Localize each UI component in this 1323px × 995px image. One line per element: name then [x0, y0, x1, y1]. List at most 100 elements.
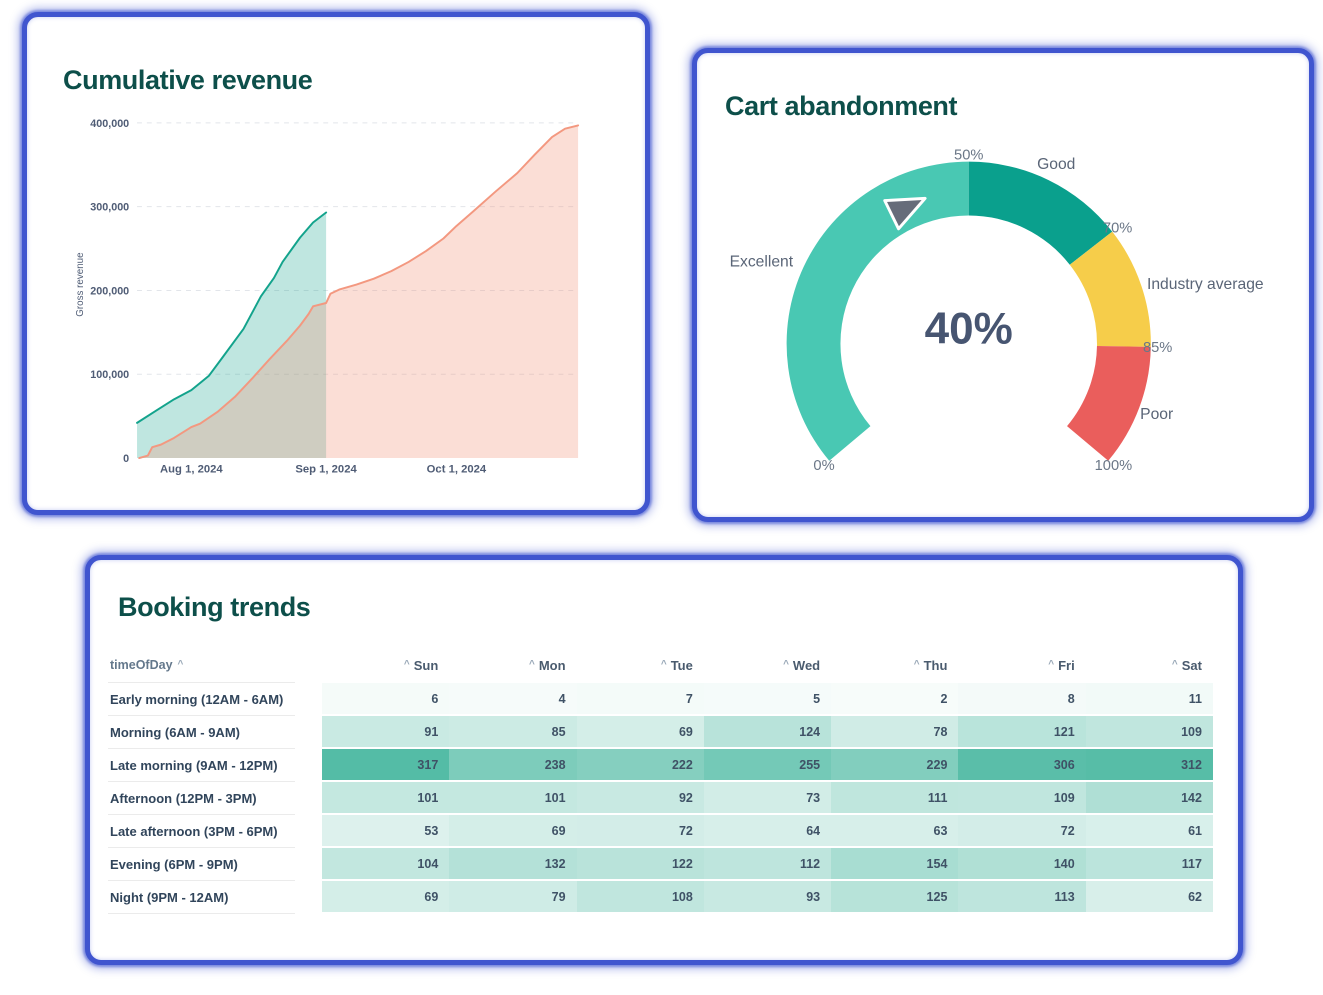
column-header-sun[interactable]: ^ Sun — [322, 648, 449, 683]
heatmap-cell: 229 — [831, 749, 959, 782]
booking-trends-card: Booking trends timeOfDay ^ ^ Sun ^ Mon ^ Tue ^ We… — [85, 555, 1243, 965]
y-axis-tick-label: 100,000 — [90, 369, 129, 381]
heatmap-cell: 317 — [322, 749, 450, 782]
heatmap-cell: 62 — [1085, 881, 1213, 914]
gauge-segment-label: Industry average — [1147, 276, 1264, 293]
x-axis-tick-label: Aug 1, 2024 — [160, 464, 223, 476]
heatmap-cell: 61 — [1085, 815, 1213, 848]
gauge-tick-label: 70% — [1103, 220, 1132, 236]
table-gap — [295, 716, 322, 749]
table-row: Night (9PM - 12AM) 69 79 108 93 125 113 62 — [108, 881, 1213, 914]
x-axis-tick-label: Sep 1, 2024 — [295, 464, 357, 476]
gauge-tick-label: 100% — [1095, 458, 1133, 474]
heatmap-cell: 72 — [576, 815, 704, 848]
chevron-up-icon: ^ — [403, 659, 410, 670]
booking-trends-table: timeOfDay ^ ^ Sun ^ Mon ^ Tue ^ Wed ^ Thu ^ Fri ^ Sat Ea… — [108, 648, 1213, 914]
gauge-segment-label: Good — [1037, 156, 1075, 173]
heatmap-cell: 117 — [1085, 848, 1213, 881]
y-axis-tick-label: 0 — [123, 453, 129, 465]
heatmap-cell: 11 — [1085, 683, 1213, 716]
column-header-label: Sat — [1181, 658, 1202, 673]
heatmap-cell: 5 — [703, 683, 832, 716]
gauge-needle-icon — [883, 196, 927, 231]
heatmap-cell: 222 — [576, 749, 704, 782]
heatmap-cell: 6 — [322, 683, 450, 716]
gauge-tick-label: 50% — [954, 148, 983, 164]
row-label: Afternoon (12PM - 3PM) — [108, 782, 295, 815]
column-header-timeofday[interactable]: timeOfDay ^ — [108, 648, 295, 683]
heatmap-cell: 255 — [703, 749, 832, 782]
heatmap-cell: 7 — [576, 683, 704, 716]
heatmap-cell: 108 — [576, 881, 704, 914]
table-row: Early morning (12AM - 6AM) 6 4 7 5 2 8 11 — [108, 683, 1213, 716]
heatmap-cell: 73 — [703, 782, 832, 815]
table-row: Afternoon (12PM - 3PM) 101 101 92 73 111 109 14… — [108, 782, 1213, 815]
cart-abandonment-title: Cart abandonment — [725, 91, 958, 121]
cart-abandonment-card: Cart abandonment Excellent Good Industry a… — [692, 48, 1314, 522]
column-header-fri[interactable]: ^ Fri — [958, 648, 1085, 683]
heatmap-cell: 104 — [322, 848, 450, 881]
chevron-up-icon: ^ — [913, 659, 920, 670]
heatmap-cell: 121 — [958, 716, 1086, 749]
chevron-up-icon: ^ — [783, 659, 789, 670]
gauge-value-label: 40% — [925, 305, 1013, 354]
booking-trends-title: Booking trends — [118, 592, 311, 622]
gauge-segment-good — [968, 161, 1113, 265]
heatmap-cell: 122 — [576, 848, 704, 881]
row-label: Late morning (9AM - 12PM) — [108, 749, 295, 782]
heatmap-cell: 92 — [576, 782, 704, 815]
heatmap-cell: 112 — [703, 848, 832, 881]
heatmap-cell: 312 — [1085, 749, 1213, 782]
column-header-label: Fri — [1058, 658, 1075, 673]
column-header-thu[interactable]: ^ Thu — [831, 648, 958, 683]
heatmap-cell: 125 — [831, 881, 959, 914]
heatmap-cell: 63 — [831, 815, 959, 848]
series-2-area — [139, 125, 579, 459]
heatmap-cell: 69 — [576, 716, 704, 749]
chevron-up-icon: ^ — [177, 658, 184, 670]
cumulative-revenue-chart: 0 100,000 200,000 300,000 400,000 Gross reven… — [27, 17, 645, 510]
heatmap-cell: 69 — [322, 881, 450, 914]
gauge-segment-poor — [1067, 345, 1151, 461]
heatmap-cell: 4 — [449, 683, 577, 716]
table-row: Evening (6PM - 9PM) 104 132 122 112 154 140 117 — [108, 848, 1213, 881]
column-header-label: timeOfDay — [110, 658, 173, 672]
y-axis-tick-label: 400,000 — [90, 118, 129, 130]
heatmap-cell: 53 — [322, 815, 450, 848]
table-gap — [295, 782, 322, 815]
heatmap-cell: 124 — [703, 716, 832, 749]
table-row: Late morning (9AM - 12PM) 317 238 222 255 229… — [108, 749, 1213, 782]
heatmap-cell: 101 — [322, 782, 450, 815]
row-label: Night (9PM - 12AM) — [108, 881, 295, 914]
heatmap-cell: 132 — [449, 848, 577, 881]
cumulative-revenue-title: Cumulative revenue — [63, 65, 313, 95]
y-axis-tick-label: 300,000 — [90, 202, 129, 214]
heatmap-cell: 306 — [958, 749, 1086, 782]
column-header-mon[interactable]: ^ Mon — [449, 648, 576, 683]
column-header-label: Wed — [792, 658, 821, 673]
heatmap-cell: 93 — [703, 881, 832, 914]
column-header-wed[interactable]: ^ Wed — [704, 648, 831, 683]
row-label: Evening (6PM - 9PM) — [108, 848, 295, 881]
gauge-segment-excellent — [786, 161, 969, 461]
heatmap-cell: 91 — [322, 716, 450, 749]
series-2-line — [138, 124, 580, 460]
y-axis-tick-label: 200,000 — [90, 285, 129, 297]
table-gap — [295, 815, 322, 848]
chevron-up-icon: ^ — [529, 659, 535, 670]
column-header-label: Tue — [670, 658, 693, 673]
heatmap-cell: 109 — [1085, 716, 1213, 749]
series-1-line — [136, 211, 328, 424]
gauge-tick-label: 0% — [813, 458, 834, 474]
chevron-up-icon: ^ — [660, 659, 667, 670]
heatmap-cell: 238 — [449, 749, 577, 782]
x-axis-tick-label: Oct 1, 2024 — [427, 464, 487, 476]
table-gap — [295, 848, 322, 881]
table-row: Morning (6AM - 9AM) 91 85 69 124 78 121 109 — [108, 716, 1213, 749]
heatmap-cell: 154 — [831, 848, 959, 881]
cumulative-revenue-plot: 0 100,000 200,000 300,000 400,000 Gross reven… — [75, 118, 580, 476]
column-header-sat[interactable]: ^ Sat — [1086, 648, 1213, 683]
column-header-label: Sun — [413, 658, 439, 673]
column-header-tue[interactable]: ^ Tue — [577, 648, 704, 683]
gauge-tick-label: 85% — [1143, 340, 1172, 356]
